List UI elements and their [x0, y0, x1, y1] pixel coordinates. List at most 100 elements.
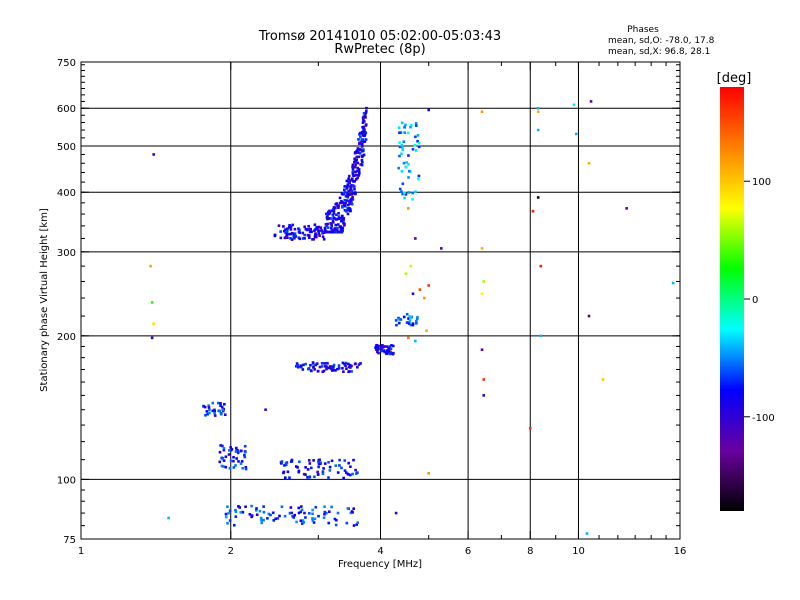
scatter-point: [344, 209, 348, 212]
scatter-point: [348, 363, 352, 367]
scatter-point: [425, 329, 428, 332]
scatter-point: [297, 511, 301, 515]
scatter-point: [343, 204, 347, 208]
scatter-point: [317, 460, 320, 464]
scatter-point: [213, 414, 217, 417]
scatter-point: [224, 515, 228, 519]
scatter-point: [407, 336, 410, 340]
scatter-point: [380, 349, 383, 353]
scatter-point: [306, 476, 309, 479]
scatter-point: [314, 234, 318, 237]
scatter-point: [347, 189, 350, 193]
scatter-point: [337, 364, 341, 367]
y-tick-label: 200: [57, 332, 76, 343]
scatter-point: [298, 228, 301, 232]
chart-title: Tromsø 20141010 05:02:00-05:03:43: [258, 29, 501, 44]
scatter-point: [417, 174, 421, 178]
scatter-point: [383, 350, 387, 354]
scatter-point: [341, 206, 344, 209]
scatter-point: [335, 218, 338, 221]
scatter-point: [414, 122, 418, 125]
scatter-point: [284, 228, 287, 231]
scatter-point: [234, 515, 238, 518]
scatter-point: [342, 221, 345, 225]
scatter-point: [220, 405, 224, 409]
scatter-point: [351, 472, 354, 476]
scatter-point: [221, 457, 224, 461]
scatter-point: [149, 264, 152, 268]
scatter-point: [362, 140, 366, 144]
phases-line-x: mean, sd,X: 96.8, 28.1: [608, 47, 710, 57]
scatter-point: [360, 163, 364, 167]
scatter-point: [314, 235, 318, 239]
scatter-point: [387, 347, 390, 350]
scatter-point: [356, 521, 360, 524]
scatter-point: [334, 230, 337, 234]
scatter-point: [411, 322, 415, 325]
scatter-point: [311, 508, 314, 512]
scatter-point: [402, 140, 406, 144]
scatter-point: [226, 505, 229, 509]
scatter-point: [296, 466, 299, 469]
scatter-point: [353, 187, 356, 191]
scatter-point: [297, 506, 301, 510]
scatter-point: [330, 222, 333, 225]
scatter-point: [338, 201, 342, 205]
scatter-point: [410, 123, 413, 127]
scatter-point: [398, 141, 401, 144]
scatter-point: [407, 162, 410, 166]
scatter-point: [302, 472, 306, 476]
scatter-point: [316, 473, 320, 476]
scatter-point: [350, 510, 354, 513]
scatter-point: [343, 469, 347, 472]
scatter-point: [407, 176, 410, 179]
scatter-point: [343, 185, 347, 188]
scatter-point: [327, 460, 330, 464]
scatter-point: [416, 315, 419, 319]
scatter-point: [290, 238, 294, 241]
scatter-point: [386, 351, 390, 355]
y-tick-label: 300: [57, 248, 76, 259]
scatter-point: [289, 506, 293, 509]
scatter-point: [403, 196, 406, 200]
scatter-point: [314, 228, 317, 231]
scatter-point: [339, 228, 343, 231]
scatter-point: [354, 468, 357, 472]
scatter-point: [221, 444, 224, 448]
scatter-point: [325, 224, 328, 228]
scatter-point: [339, 219, 343, 223]
scatter-point: [332, 216, 336, 220]
scatter-point: [325, 367, 328, 371]
scatter-point: [323, 226, 327, 230]
scatter-point: [279, 230, 282, 233]
scatter-point: [296, 365, 300, 369]
scatter-point: [589, 100, 593, 103]
scatter-point: [295, 362, 299, 365]
scatter-point: [390, 344, 393, 347]
scatter-point: [352, 524, 356, 527]
scatter-point: [347, 365, 351, 369]
scatter-point: [398, 145, 402, 149]
scatter-point: [286, 236, 289, 240]
scatter-point: [313, 517, 317, 521]
scatter-point: [352, 458, 355, 462]
scatter-point: [346, 185, 349, 189]
scatter-point: [334, 464, 338, 467]
scatter-point: [333, 517, 337, 521]
scatter-point: [317, 465, 320, 469]
scatter-point: [303, 511, 306, 515]
scatter-point: [308, 230, 312, 234]
scatter-point: [404, 272, 408, 275]
scatter-point: [387, 349, 391, 353]
scatter-point: [326, 210, 330, 214]
scatter-point: [403, 125, 406, 129]
scatter-point: [338, 196, 342, 200]
scatter-point: [364, 111, 368, 115]
scatter-point: [310, 466, 313, 470]
scatter-point: [350, 184, 353, 187]
scatter-point: [343, 198, 347, 202]
scatter-point: [292, 235, 296, 239]
scatter-point: [280, 505, 284, 509]
scatter-point: [343, 362, 346, 366]
scatter-point: [342, 218, 345, 221]
